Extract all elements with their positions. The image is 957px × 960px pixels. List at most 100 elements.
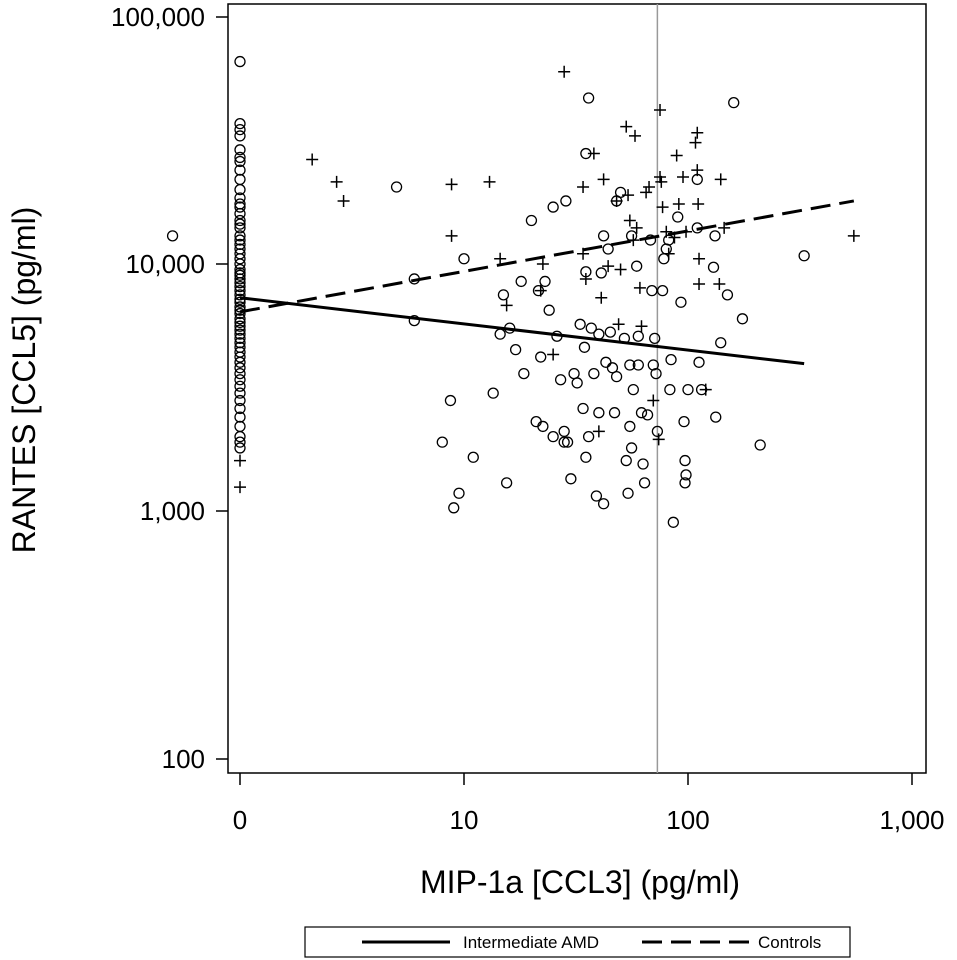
data-point-amd [234, 234, 246, 246]
data-point-control [577, 247, 590, 260]
data-point-amd [537, 420, 549, 433]
data-point-amd [234, 201, 246, 213]
data-point-amd [234, 328, 246, 340]
data-point-amd [614, 186, 627, 199]
data-point-control [445, 229, 458, 242]
data-point-amd [574, 318, 586, 330]
data-point-control [635, 320, 648, 333]
data-point-amd [632, 359, 644, 371]
data-point-amd [679, 477, 691, 489]
data-point-amd [675, 296, 687, 308]
data-point-amd [234, 296, 246, 308]
data-point-amd [453, 487, 465, 499]
data-point-amd [558, 436, 570, 448]
data-point-amd [590, 490, 603, 502]
data-point-control [680, 225, 693, 238]
data-point-amd [547, 430, 559, 443]
data-point-control [597, 173, 610, 186]
fit-line-controls [239, 199, 855, 314]
data-point-amd [234, 123, 246, 136]
data-point-amd [234, 238, 246, 251]
data-point-control [614, 263, 627, 276]
legend-box [304, 926, 851, 958]
data-point-amd [234, 316, 246, 329]
data-point-amd [500, 477, 513, 489]
data-point-amd [234, 387, 246, 399]
data-point-amd [624, 420, 636, 433]
data-point-control [577, 180, 590, 193]
data-point-amd [467, 451, 479, 463]
data-point-amd [679, 454, 691, 467]
axes: 0 10 100 1,000 100 1,000 10,000 100,000 [111, 2, 945, 835]
data-point-control [595, 291, 608, 304]
data-point-amd [631, 260, 643, 272]
data-point-amd [709, 230, 721, 242]
data-point-amd [568, 367, 580, 380]
data-point-amd [678, 416, 690, 428]
data-point-amd [234, 436, 246, 448]
data-point-amd [234, 307, 246, 320]
data-point-amd [234, 289, 246, 301]
data-point-amd [547, 201, 559, 213]
data-point-amd [234, 420, 246, 433]
data-point-amd [565, 473, 577, 485]
data-point-amd [390, 181, 403, 193]
data-point-control [692, 197, 705, 210]
data-point-amd [234, 380, 246, 392]
data-point-amd [234, 293, 246, 305]
data-point-control [337, 194, 350, 207]
data-point-amd [234, 269, 246, 281]
data-point-control [558, 65, 571, 78]
data-point-control [592, 425, 605, 438]
y-tick-label-10000: 10,000 [125, 249, 205, 279]
data-point-control [627, 234, 640, 247]
x-tick-label-10: 10 [450, 805, 479, 835]
data-point-control [672, 197, 685, 210]
data-point-amd [494, 328, 506, 340]
data-point-amd [166, 230, 179, 242]
data-point-amd [234, 374, 246, 386]
data-point-amd [571, 377, 583, 389]
data-point-amd [234, 230, 246, 242]
data-point-amd [408, 314, 420, 327]
data-point-control [640, 186, 653, 199]
data-point-control [306, 153, 319, 166]
data-point-amd [408, 273, 420, 285]
data-point-amd [650, 367, 662, 380]
data-point-amd [608, 407, 621, 419]
data-point-amd [234, 304, 246, 316]
data-point-amd [234, 367, 246, 380]
x-tick-label-100: 100 [666, 805, 709, 835]
legend-label-intermediate-amd: Intermediate AMD [463, 933, 599, 952]
data-point-amd [234, 273, 246, 285]
data-point-control [654, 104, 667, 117]
data-point-control [660, 225, 673, 238]
data-point-amd [680, 469, 692, 481]
data-point-control [691, 126, 704, 139]
x-tick-label-1000: 1,000 [879, 805, 944, 835]
data-point-control [713, 277, 726, 290]
data-point-amd [448, 502, 460, 514]
data-point-control [622, 189, 635, 202]
data-point-amd [234, 280, 246, 293]
data-point-control [612, 318, 625, 331]
data-point-amd [234, 253, 246, 265]
data-point-amd [667, 516, 679, 528]
data-point-control [234, 481, 246, 494]
data-point-amd [632, 330, 644, 342]
data-point-control [718, 221, 731, 234]
data-point-amd [509, 344, 522, 356]
data-point-amd [234, 151, 246, 164]
data-point-amd [234, 442, 246, 454]
data-point-amd [580, 451, 592, 463]
data-point-amd [497, 289, 510, 301]
data-point-amd [710, 411, 722, 423]
data-point-amd [234, 301, 246, 313]
data-point-amd [234, 320, 246, 332]
data-point-amd [234, 55, 246, 68]
data-point-amd [234, 337, 246, 349]
data-point-amd [234, 155, 246, 168]
data-point-amd [707, 261, 720, 273]
data-point-control [483, 175, 496, 188]
data-point-amd [658, 253, 670, 265]
